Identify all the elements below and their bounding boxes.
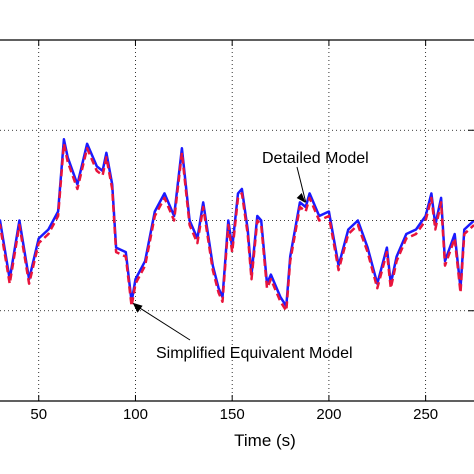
annotation-arrow-detailed — [296, 166, 307, 203]
annotation-arrow-simplified — [134, 304, 191, 341]
series-simplified-line — [0, 142, 474, 313]
x-tick-label: 150 — [220, 406, 245, 423]
x-tick-label: 200 — [316, 406, 341, 423]
plot-frame — [0, 39, 474, 402]
x-axis-title: Time (s) — [234, 431, 296, 450]
x-tick-labels: 50 100 150 200 250 — [30, 406, 438, 423]
grid — [0, 40, 474, 401]
x-tick-label: 100 — [123, 406, 148, 423]
annotation-arrowhead-detailed — [296, 192, 306, 203]
annotations: Detailed Model Simplified Equivalent Mode… — [132, 150, 369, 362]
x-tick-label: 250 — [413, 406, 438, 423]
annotation-detailed-model: Detailed Model — [262, 150, 369, 167]
series-lines — [0, 138, 474, 313]
annotation-simplified-model: Simplified Equivalent Model — [156, 345, 353, 362]
annotation-arrowhead-simplified — [132, 302, 143, 313]
x-tick-label: 50 — [30, 406, 47, 423]
